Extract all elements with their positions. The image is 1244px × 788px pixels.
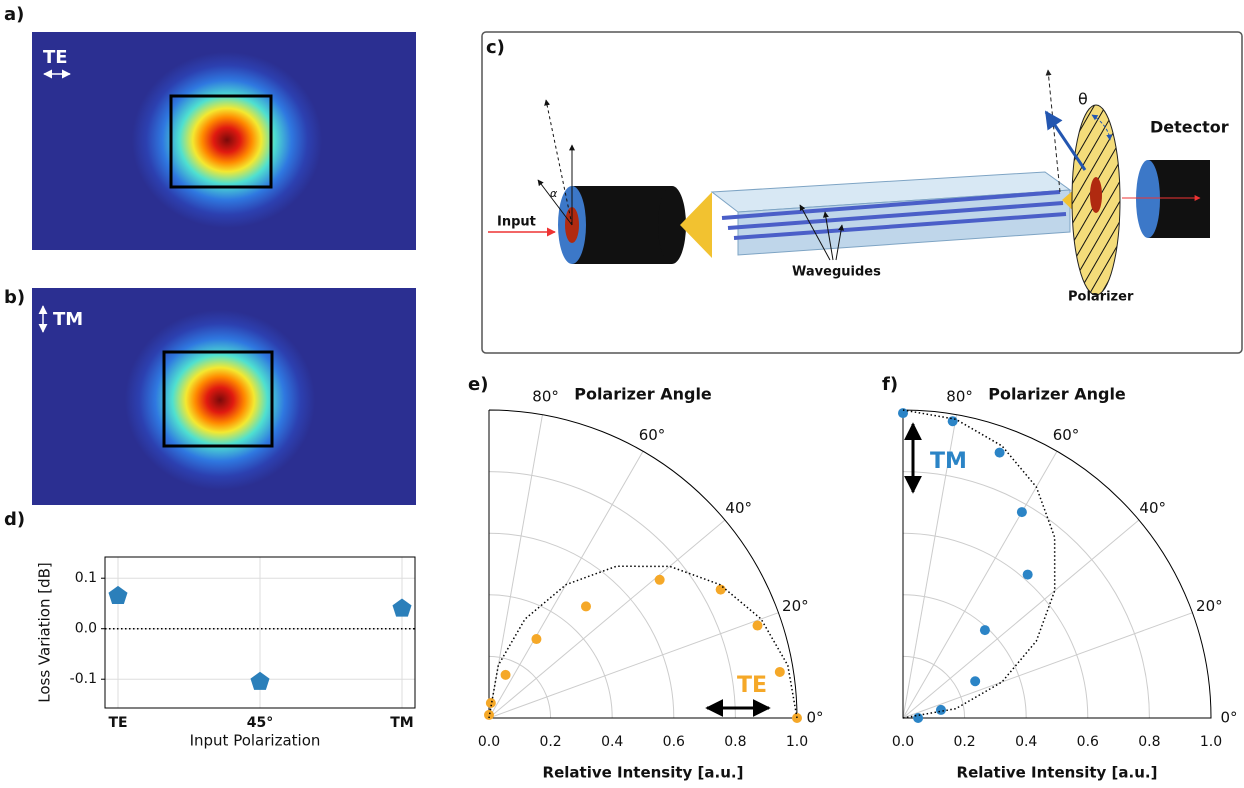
r-tick-label: 0.0 [892,734,914,750]
x-axis-label: Relative Intensity [a.u.] [957,764,1158,782]
x-tick-label: TM [390,715,413,731]
x-tick-label: 45° [247,715,273,731]
data-point [1023,570,1033,580]
data-point [716,585,726,595]
theta-tick-label: 80° [532,387,559,405]
diagram-label: α [550,187,558,200]
panel-label: a) [4,4,24,25]
diagram-label: Polarizer [1068,290,1134,305]
r-tick-label: 0.8 [1138,734,1160,750]
data-point [531,634,541,644]
theta-tick-label: 20° [1196,597,1223,615]
data-point [913,713,923,723]
theta-tick-label: 40° [725,499,752,517]
panel-label: c) [486,37,505,58]
data-point [948,416,958,426]
data-point [1017,507,1027,517]
fit-curve [903,410,1055,718]
theta-tick-label: 40° [1139,499,1166,517]
y-tick-label: 0.1 [75,570,97,586]
data-point [753,621,763,631]
diagram-label: Waveguides [792,265,881,280]
data-point [501,670,511,680]
chart-title: Polarizer Angle [988,385,1126,404]
x-tick-label: TE [108,715,127,731]
theta-tick-label: 60° [1053,426,1080,444]
data-point [655,575,665,585]
r-tick-label: 0.0 [478,734,500,750]
r-tick-label: 0.6 [1077,734,1099,750]
data-point [392,599,411,617]
theta-tick-label: 60° [639,426,666,444]
mode-profile-tm [32,288,416,505]
x-axis-label: Input Polarization [190,732,321,750]
r-tick-label: 1.0 [786,734,808,750]
r-tick-label: 0.4 [1015,734,1037,750]
chart-title: Polarizer Angle [574,385,712,404]
panel-label: f) [882,374,898,395]
panel-label: b) [4,287,25,308]
panel-label: d) [4,509,25,530]
mode-profile-te [32,32,416,250]
diagram-label: θ [1078,90,1088,109]
polarization-label: TE [43,47,68,68]
r-tick-label: 0.8 [724,734,746,750]
annotation: TM [930,449,967,474]
data-point [995,448,1005,458]
data-point [970,676,980,686]
y-axis-label: Loss Variation [dB] [36,562,54,703]
diagram-label: Detector [1150,118,1229,137]
theta-tick-label: 0° [1220,709,1237,727]
theta-tick-label: 0° [806,709,823,727]
data-point [581,601,591,611]
data-point [486,698,496,708]
figure: a) TE b) TM c) Input Waveguides Polarize… [0,0,1244,788]
grid-line [489,520,725,718]
r-tick-label: 1.0 [1200,734,1222,750]
data-point [898,408,908,418]
y-tick-label: 0.0 [75,621,97,637]
data-point [484,710,494,720]
data-point [980,625,990,635]
theta-tick-label: 20° [782,597,809,615]
x-axis-label: Relative Intensity [a.u.] [543,764,744,782]
y-tick-label: -0.1 [70,671,97,687]
data-point [250,672,269,690]
r-tick-label: 0.4 [601,734,623,750]
diagram-label: Input [497,215,536,230]
grid-line [903,520,1139,718]
theta-tick-label: 80° [946,387,973,405]
data-point [775,667,785,677]
data-point [108,586,127,604]
r-tick-label: 0.2 [953,734,975,750]
panel-label: e) [468,374,488,395]
r-tick-label: 0.6 [663,734,685,750]
data-point [936,705,946,715]
polarization-label: TM [53,309,83,330]
r-tick-label: 0.2 [539,734,561,750]
setup-diagram [482,32,1242,353]
annotation: TE [737,673,767,698]
